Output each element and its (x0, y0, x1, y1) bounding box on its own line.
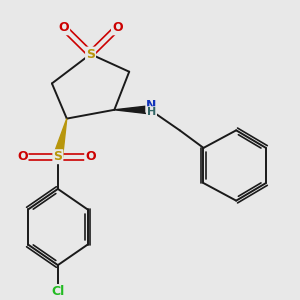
Text: O: O (17, 150, 28, 163)
Text: Cl: Cl (51, 285, 64, 298)
Text: N: N (146, 99, 157, 112)
Polygon shape (53, 118, 67, 158)
Text: H: H (147, 107, 156, 117)
Text: S: S (86, 48, 95, 61)
Polygon shape (114, 106, 150, 114)
Text: O: O (85, 150, 96, 163)
Text: S: S (53, 150, 62, 163)
Text: O: O (112, 21, 123, 34)
Text: O: O (58, 21, 69, 34)
